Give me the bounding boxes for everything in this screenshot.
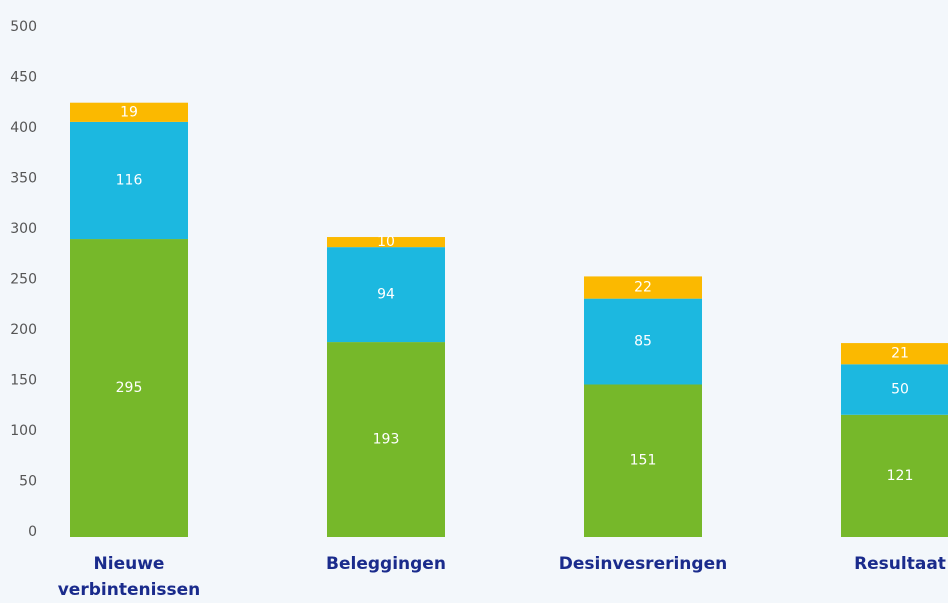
y-tick-label: 400 [10,120,37,136]
y-tick-label: 150 [10,373,37,389]
bar-segment [70,121,188,240]
bar-segment [327,342,445,537]
bar-segment [70,102,188,122]
value-label: 19 [120,104,138,120]
y-tick-label: 250 [10,272,37,288]
y-tick-label: 500 [10,19,37,35]
y-tick-label: 300 [10,221,37,237]
y-tick-label: 50 [19,474,37,490]
y-tick-label: 0 [28,524,37,540]
y-tick-label: 450 [10,70,37,86]
value-label: 193 [373,432,400,448]
value-label: 10 [377,234,395,250]
value-label: 295 [116,380,143,396]
value-label: 50 [891,382,909,398]
value-label: 94 [377,287,395,303]
x-tick-label: Resultaat [854,554,946,574]
x-tick-label: Nieuwe verbintenissen [58,554,201,600]
x-tick-label: Beleggingen [326,554,446,574]
value-label: 21 [891,346,909,362]
value-label: 121 [887,468,914,484]
y-tick-label: 350 [10,171,37,187]
bar-segment [327,237,445,248]
bar-segment [841,364,948,415]
value-label: 22 [634,280,652,296]
x-tick-label: Desinvesreringen [559,554,727,574]
value-label: 85 [634,334,652,350]
bar-segment [584,384,702,537]
value-label: 151 [630,453,657,469]
value-label: 116 [116,172,143,188]
y-tick-label: 200 [10,322,37,338]
bar-segment [841,343,948,365]
bar-segment [841,414,948,537]
bar-segment [584,276,702,299]
bar-segment [584,298,702,385]
bar-segment [70,239,188,538]
y-tick-label: 100 [10,423,37,439]
bar-segment [327,247,445,343]
